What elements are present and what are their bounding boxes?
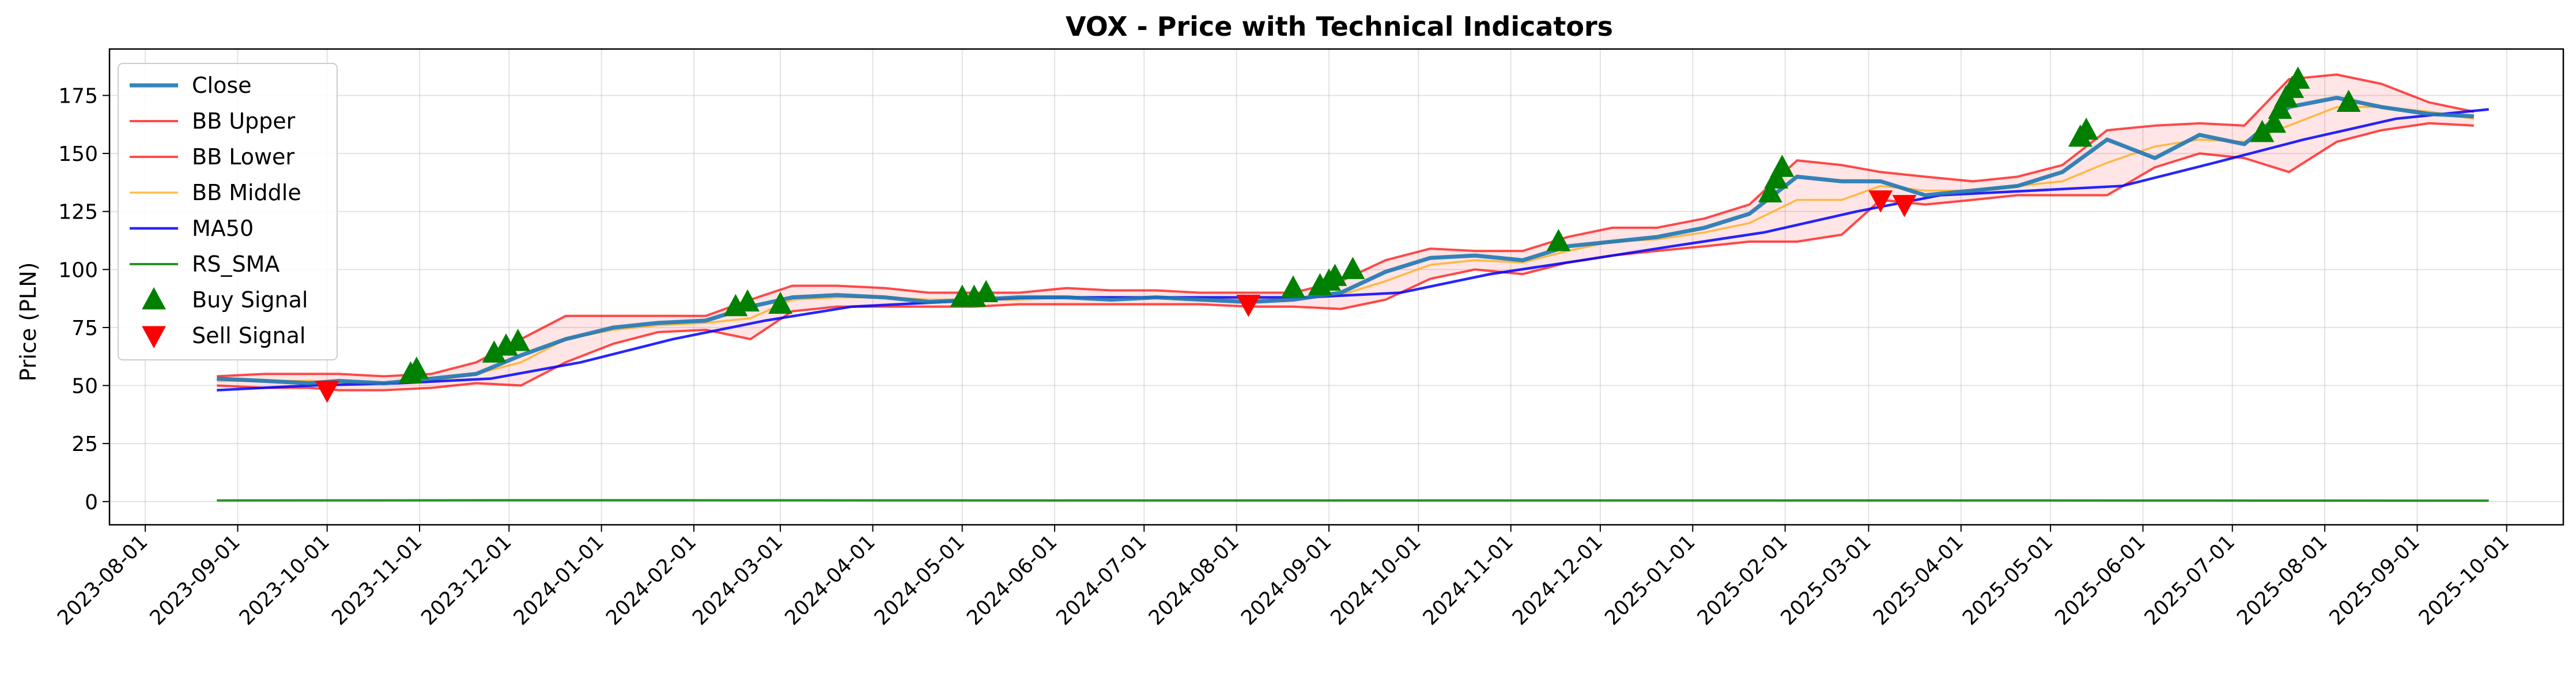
sell-signal-marker [1236,295,1261,317]
buy-signal-marker [2286,66,2310,89]
buy-signal-marker [1323,264,1347,286]
buy-signal-marker [2074,117,2099,140]
series-line-bb-lower [217,122,2474,392]
legend-marker-sell-signal [142,326,166,348]
buy-signal-marker [1758,180,1782,203]
sell-signal-marker [1868,190,1893,213]
legend: Close BB Upper BB Lower BB Middle MA50 RS_SMA… [118,63,338,360]
series-line-rs-sma [217,499,2489,502]
sell-signal-marker [315,381,339,403]
y-tick-label: 150 [58,142,98,166]
buy-signal-marker [2250,119,2275,142]
y-tick-label: 50 [71,375,98,398]
y-tick-label: 175 [58,84,98,108]
buy-signal-marker [1770,155,1795,177]
buy-signal-marker [768,291,792,314]
buy-signal-marker [735,289,760,312]
buy-signal-marker [974,280,998,303]
series-line-close [217,96,2474,386]
sell-signal-marker [1892,195,1917,217]
signal-markers [315,66,2361,403]
buy-signal-marker [404,356,429,379]
legend-label-sell-signal: Sell Signal [192,323,305,348]
buy-signal-marker [1340,257,1365,279]
legend-label-bb-upper: BB Upper [192,108,296,134]
y-tick-label: 100 [58,258,98,282]
legend-label-buy-signal: Buy Signal [192,287,308,313]
buy-signal-marker [2336,89,2361,112]
y-tick-label: 125 [58,201,98,224]
y-tick-label: 25 [71,433,98,456]
legend-label-ma50: MA50 [192,216,254,241]
buy-signal-marker [1281,275,1305,298]
axes-frame [108,48,2564,526]
buy-signal-marker [1546,229,1571,251]
legend-label-bb-lower: BB Lower [192,144,294,170]
legend-marker-buy-signal [142,287,166,310]
legend-label-bb-middle: BB Middle [192,180,301,205]
series-line-ma50 [217,108,2489,392]
legend-box [118,63,338,360]
buy-signal-marker [2262,110,2287,133]
y-axis-ticks: 0 25 50 75 100 125 150 175 [58,84,109,514]
legend-label-rs-sma: RS_SMA [192,251,279,277]
y-tick-label: 0 [85,491,98,514]
buy-signal-marker [505,329,530,351]
buy-signal-marker [1764,166,1789,189]
buy-signal-marker [2268,96,2292,119]
y-tick-label: 75 [71,317,98,340]
chart-title: VOX - Price with Technical Indicators [1066,11,1613,42]
buy-signal-marker [482,340,507,363]
legend-label-close: Close [192,73,252,98]
y-axis-label: Price (PLN) [16,262,41,382]
